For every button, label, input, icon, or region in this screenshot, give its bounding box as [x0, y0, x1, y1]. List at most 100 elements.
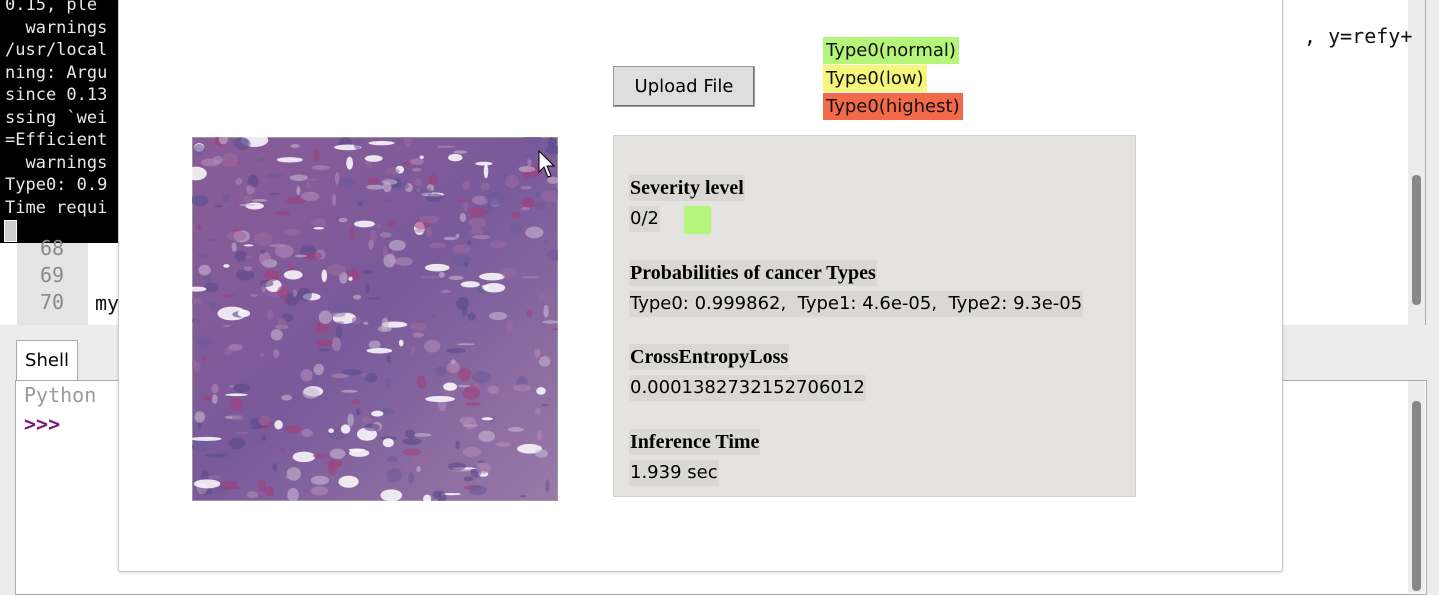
tissue-blob	[305, 181, 311, 189]
tissue-blob	[211, 394, 218, 404]
tissue-blob	[536, 429, 543, 441]
result-value: Type0: 0.999862, Type1: 4.6e-05, Type2: …	[629, 290, 1084, 317]
tissue-blob	[228, 343, 243, 352]
tissue-blob	[386, 468, 403, 482]
tissue-blob	[235, 250, 248, 262]
tissue-blob	[268, 193, 281, 196]
tissue-blob	[368, 340, 381, 349]
scroll-thumb[interactable]	[1412, 175, 1421, 305]
tissue-blob	[479, 272, 506, 281]
legend-label: Type0(highest)	[823, 93, 963, 120]
tissue-blob	[260, 249, 266, 255]
tissue-blob	[228, 437, 246, 450]
tissue-blob	[413, 228, 425, 233]
tissue-blob	[347, 369, 353, 374]
tissue-blob	[341, 389, 358, 393]
tissue-blob	[200, 158, 221, 167]
tissue-blob	[294, 254, 308, 258]
tissue-blob	[368, 239, 374, 250]
tissue-blob	[331, 373, 350, 379]
scroll-thumb[interactable]	[1412, 401, 1421, 591]
tissue-blob	[258, 479, 267, 493]
tissue-blob	[385, 167, 400, 175]
tissue-blob	[441, 492, 461, 496]
tissue-blob	[456, 343, 476, 346]
tissue-blob	[257, 157, 265, 162]
tissue-blob	[258, 251, 272, 265]
tissue-blob	[520, 185, 532, 190]
tissue-blob	[507, 427, 524, 432]
tissue-blob	[380, 489, 403, 501]
tissue-blob	[518, 166, 536, 173]
tissue-blob	[198, 264, 211, 276]
tissue-blob	[521, 197, 535, 208]
tissue-blob	[192, 360, 201, 373]
tissue-blob	[365, 373, 378, 383]
shell-scrollbar[interactable]	[1408, 381, 1425, 593]
tissue-blob	[327, 459, 343, 468]
tissue-blob	[243, 266, 252, 272]
tissue-blob	[247, 174, 259, 188]
result-value: 0/2	[629, 206, 660, 232]
tissue-blob	[525, 226, 544, 239]
tissue-blob	[483, 164, 489, 179]
tissue-blob	[448, 153, 463, 162]
tissue-blob	[382, 438, 394, 448]
tissue-blob	[311, 165, 331, 171]
tissue-blob	[448, 275, 464, 280]
tissue-blob	[235, 431, 250, 435]
tissue-blob	[364, 423, 380, 432]
tissue-blob	[411, 167, 422, 172]
tissue-blob	[402, 448, 421, 456]
tissue-blob	[455, 233, 460, 238]
tissue-blob	[511, 211, 521, 219]
tissue-blob	[534, 348, 541, 359]
mouse-cursor	[538, 150, 556, 178]
shell-banner: Python	[24, 383, 97, 407]
tissue-blob	[367, 297, 381, 300]
tissue-blob	[385, 377, 391, 389]
tissue-blob	[381, 317, 389, 331]
shell-tab[interactable]: Shell	[16, 340, 78, 382]
terminal-line: Type0: 0.9	[5, 175, 108, 195]
tissue-blob	[214, 204, 224, 208]
tissue-blob	[383, 254, 396, 268]
tissue-blob	[338, 475, 359, 488]
tissue-blob	[197, 253, 208, 258]
tissue-blob	[331, 193, 337, 207]
tissue-blob	[523, 137, 543, 144]
terminal-cursor	[4, 220, 17, 242]
tissue-blob	[382, 181, 392, 193]
tissue-blob	[296, 185, 301, 196]
tissue-blob	[338, 217, 348, 223]
upload-button[interactable]: Upload File	[613, 66, 755, 107]
tissue-blob	[193, 479, 221, 489]
editor-scrollbar[interactable]	[1408, 0, 1425, 325]
tissue-blob	[471, 371, 492, 383]
tissue-blob	[517, 443, 542, 454]
tissue-blob	[274, 420, 283, 430]
tissue-blob	[227, 231, 247, 242]
legend-label: Type0(low)	[823, 65, 927, 92]
tissue-blob	[355, 199, 371, 203]
tissue-blob	[520, 276, 540, 279]
result-heading: Inference Time	[629, 428, 761, 455]
tissue-blob	[243, 195, 252, 204]
tissue-blob	[231, 414, 245, 421]
tissue-blob	[367, 176, 379, 185]
tissue-blob	[203, 274, 211, 284]
tissue-blob	[534, 202, 546, 212]
tissue-blob	[326, 264, 347, 276]
tissue-blob	[425, 227, 432, 238]
tissue-blob	[509, 223, 521, 233]
tissue-blob	[300, 369, 313, 382]
tissue-blob	[218, 137, 228, 145]
tissue-blob	[446, 348, 466, 354]
result-value: 0.0001382732152706012	[629, 375, 866, 401]
code-text: my	[95, 291, 120, 315]
tissue-blob	[441, 289, 451, 294]
terminal-line: =Efficient	[5, 130, 108, 150]
tissue-blob	[477, 460, 486, 463]
tissue-blob	[332, 302, 352, 314]
tissue-blob	[243, 244, 254, 247]
